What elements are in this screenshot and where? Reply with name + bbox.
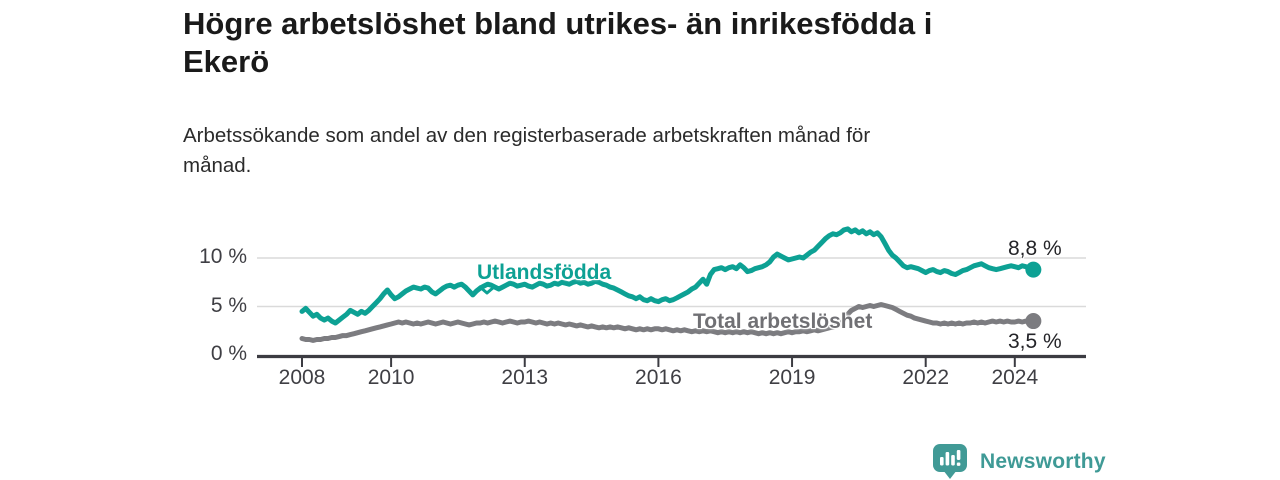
series-label-total-arbetsloshet: Total arbetslöshet [693, 310, 873, 333]
newsworthy-logo-text: Newsworthy [980, 449, 1106, 473]
x-tick-label: 2010 [367, 366, 415, 389]
series-label-utlandsfodda: Utlandsfödda [477, 261, 612, 284]
label-pointer-caret-icon [478, 285, 496, 295]
newsworthy-logo[interactable]: Newsworthy [932, 443, 1106, 480]
title-line-1: Högre arbetslöshet bland utrikes- än inr… [183, 6, 933, 41]
x-tick-label: 2024 [991, 366, 1039, 389]
subtitle-line-1: Arbetssökande som andel av den registerb… [183, 124, 871, 147]
y-tick-label: 10 % [199, 245, 247, 268]
series-line-utlandsfodda [299, 226, 1036, 326]
x-tick-label: 2019 [768, 366, 816, 389]
newsworthy-logo-icon [933, 444, 967, 479]
x-tick-label: 2022 [902, 366, 950, 389]
x-tick-label: 2016 [635, 366, 682, 389]
x-tick-label: 2013 [501, 366, 549, 389]
y-tick-label: 5 % [210, 293, 247, 317]
subtitle-line-2: månad. [183, 154, 252, 177]
series-end-dot-total [1025, 313, 1042, 330]
series-end-dot-utlandsfodda [1025, 261, 1042, 278]
page-title: Högre arbetslöshet bland utrikes- än inr… [183, 5, 1143, 81]
end-value-label-utlandsfodda: 8,8 % [1008, 237, 1062, 260]
y-tick-label: 0 % [210, 342, 247, 365]
chart-subtitle: Arbetssökande som andel av den registerb… [183, 121, 1083, 181]
title-line-2: Ekerö [183, 44, 270, 79]
end-value-label-total: 3,5 % [1008, 330, 1062, 353]
series-line-total [299, 302, 1036, 343]
x-tick-label: 2008 [278, 366, 326, 389]
